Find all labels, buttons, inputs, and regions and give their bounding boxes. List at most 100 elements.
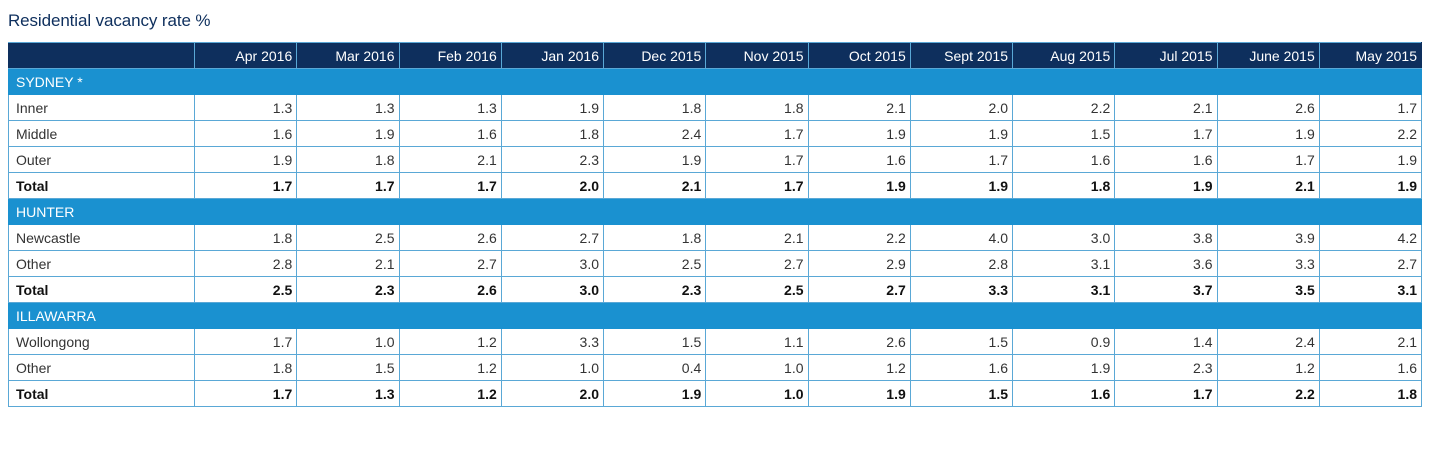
value-cell: 1.2 [807, 354, 911, 381]
row-label: Inner [8, 94, 195, 121]
column-header: Nov 2015 [705, 42, 809, 69]
value-cell: 2.7 [398, 250, 502, 277]
value-cell: 1.6 [398, 120, 502, 147]
value-cell: 1.8 [296, 146, 400, 173]
value-cell: 2.1 [705, 224, 809, 251]
value-cell: 2.1 [1216, 172, 1320, 199]
value-cell: 1.5 [296, 354, 400, 381]
value-cell: 3.0 [1011, 224, 1116, 251]
table-row: Outer 1.9 1.8 2.1 2.3 1.9 1.7 1.6 1.7 1.6 1.6 1.7 1.… [8, 146, 1423, 173]
value-cell: 1.9 [602, 146, 707, 173]
value-cell: 1.9 [1114, 172, 1218, 199]
value-cell: 2.7 [705, 250, 809, 277]
column-header: Apr 2016 [193, 42, 298, 69]
value-cell: 2.6 [398, 276, 502, 303]
value-cell: 4.2 [1318, 224, 1423, 251]
value-cell: 3.0 [500, 250, 605, 277]
value-cell: 2.6 [1216, 94, 1320, 121]
value-cell: 1.6 [1011, 146, 1116, 173]
value-cell: 1.0 [500, 354, 605, 381]
total-row: Total 1.7 1.3 1.2 2.0 1.9 1.0 1.9 1.5 1.6 1.7 2.2 1.… [8, 380, 1423, 407]
value-cell: 2.9 [807, 250, 911, 277]
column-header: Oct 2015 [807, 42, 911, 69]
value-cell: 1.3 [193, 94, 298, 121]
total-row: Total 2.5 2.3 2.6 3.0 2.3 2.5 2.7 3.3 3.1 3.7 3.5 3.… [8, 276, 1423, 303]
value-cell: 1.7 [705, 172, 809, 199]
value-cell: 1.1 [705, 328, 809, 355]
value-cell: 3.6 [1114, 250, 1218, 277]
value-cell: 1.9 [500, 94, 605, 121]
value-cell: 3.7 [1114, 276, 1218, 303]
value-cell: 1.8 [500, 120, 605, 147]
value-cell: 0.4 [602, 354, 707, 381]
column-header: May 2015 [1318, 42, 1423, 69]
value-cell: 1.2 [1216, 354, 1320, 381]
row-label: Other [8, 354, 195, 381]
value-cell: 2.8 [193, 250, 298, 277]
row-label: Other [8, 250, 195, 277]
column-header: Jan 2016 [500, 42, 605, 69]
value-cell: 1.8 [193, 224, 298, 251]
value-cell: 2.1 [602, 172, 707, 199]
value-cell: 1.6 [193, 120, 298, 147]
value-cell: 1.5 [909, 328, 1014, 355]
value-cell: 1.6 [1011, 380, 1116, 407]
value-cell: 2.6 [807, 328, 911, 355]
value-cell: 1.7 [1114, 120, 1218, 147]
section-name: SYDNEY * [8, 68, 1422, 95]
value-cell: 1.9 [1011, 354, 1116, 381]
value-cell: 2.0 [909, 94, 1014, 121]
value-cell: 1.8 [602, 94, 707, 121]
table-row: Middle 1.6 1.9 1.6 1.8 2.4 1.7 1.9 1.9 1.5 1.7 1.9 2… [8, 120, 1423, 147]
value-cell: 3.0 [500, 276, 605, 303]
value-cell: 1.8 [705, 94, 809, 121]
value-cell: 1.6 [807, 146, 911, 173]
value-cell: 2.1 [398, 146, 502, 173]
value-cell: 1.9 [909, 172, 1014, 199]
row-label: Total [8, 172, 195, 199]
value-cell: 2.2 [1318, 120, 1423, 147]
table-row: Inner 1.3 1.3 1.3 1.9 1.8 1.8 2.1 2.0 2.2 2.1 2.6 1.… [8, 94, 1423, 121]
value-cell: 3.3 [1216, 250, 1320, 277]
value-cell: 1.7 [398, 172, 502, 199]
section-header-row: HUNTER [8, 198, 1422, 225]
value-cell: 1.4 [1114, 328, 1218, 355]
header-corner-cell [8, 42, 195, 69]
value-cell: 2.2 [1216, 380, 1320, 407]
value-cell: 2.7 [1318, 250, 1423, 277]
value-cell: 1.9 [1216, 120, 1320, 147]
value-cell: 2.5 [193, 276, 298, 303]
value-cell: 1.7 [1216, 146, 1320, 173]
value-cell: 1.0 [296, 328, 400, 355]
table-row: Other 2.8 2.1 2.7 3.0 2.5 2.7 2.9 2.8 3.1 3.6 3.3 2.… [8, 250, 1423, 277]
column-header: Sept 2015 [909, 42, 1014, 69]
value-cell: 1.9 [602, 380, 707, 407]
value-cell: 1.5 [1011, 120, 1116, 147]
value-cell: 3.1 [1011, 276, 1116, 303]
row-label: Outer [8, 146, 195, 173]
value-cell: 1.6 [1114, 146, 1218, 173]
value-cell: 2.0 [500, 380, 605, 407]
value-cell: 1.0 [705, 380, 809, 407]
value-cell: 2.4 [602, 120, 707, 147]
value-cell: 1.7 [193, 172, 298, 199]
value-cell: 1.9 [807, 380, 911, 407]
value-cell: 1.2 [398, 380, 502, 407]
header-row: Apr 2016 Mar 2016 Feb 2016 Jan 2016 Dec 2015… [8, 42, 1423, 69]
value-cell: 1.5 [602, 328, 707, 355]
value-cell: 1.7 [705, 120, 809, 147]
column-header: Dec 2015 [602, 42, 707, 69]
column-header: Jul 2015 [1114, 42, 1218, 69]
value-cell: 1.9 [1318, 172, 1423, 199]
column-header: June 2015 [1216, 42, 1320, 69]
table-row: Newcastle 1.8 2.5 2.6 2.7 1.8 2.1 2.2 4.0 3.0 3.8 3… [8, 224, 1423, 251]
table-row: Wollongong 1.7 1.0 1.2 3.3 1.5 1.1 2.6 1.5 0.9 1.4… [8, 328, 1423, 355]
row-label: Total [8, 276, 195, 303]
value-cell: 1.3 [296, 380, 400, 407]
value-cell: 2.6 [398, 224, 502, 251]
value-cell: 3.3 [909, 276, 1014, 303]
value-cell: 2.2 [807, 224, 911, 251]
value-cell: 1.7 [296, 172, 400, 199]
value-cell: 3.9 [1216, 224, 1320, 251]
column-header: Feb 2016 [398, 42, 502, 69]
